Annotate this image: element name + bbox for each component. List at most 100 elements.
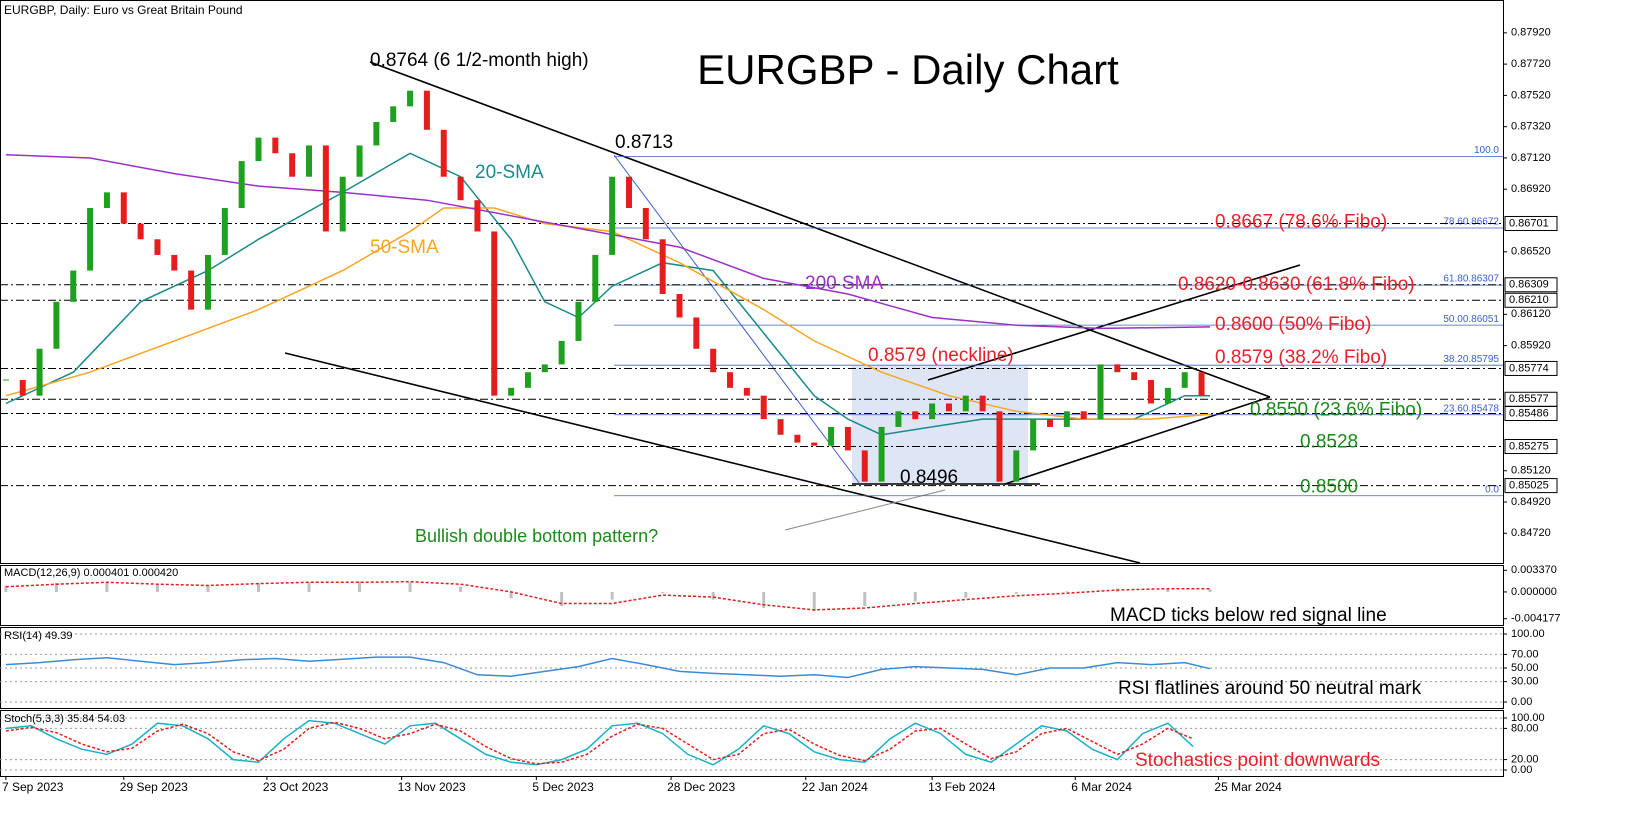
y-tick-label: 0.85120: [1511, 465, 1551, 477]
candle: [1030, 419, 1037, 451]
x-tick-label: 29 Sep 2023: [120, 780, 188, 794]
y-tick-label: -0.004177: [1511, 613, 1561, 625]
level-label: 0.86309: [1509, 279, 1549, 291]
level-note: 0.8600 (50% Fibo): [1215, 314, 1371, 335]
candle: [306, 145, 313, 177]
panel-frame: [0, 0, 1504, 564]
candle: [171, 254, 178, 271]
macd-bar: [1065, 591, 1069, 592]
annotation: Bullish double bottom pattern?: [415, 526, 658, 546]
macd-bar: [256, 582, 260, 592]
y-tick-label: 30.00: [1511, 676, 1539, 688]
candle: [1013, 450, 1020, 482]
y-tick-label: 0.87320: [1511, 121, 1551, 133]
x-tick-label: 5 Dec 2023: [532, 780, 594, 794]
candle: [962, 395, 969, 412]
candle: [19, 380, 26, 396]
panel-note: RSI flatlines around 50 neutral mark: [1118, 678, 1422, 699]
candle: [457, 176, 464, 201]
chart-title: EURGBP - Daily Chart: [697, 46, 1119, 93]
candle: [339, 176, 346, 232]
macd-bar: [358, 581, 362, 592]
y-tick-label: 100.00: [1511, 712, 1545, 724]
series-label: 20-SMA: [475, 162, 544, 183]
x-tick-label: 13 Nov 2023: [398, 780, 466, 794]
candle: [794, 434, 801, 443]
panel-label: RSI(14) 49.39: [4, 630, 72, 642]
macd-bar: [661, 591, 665, 594]
candle: [979, 395, 986, 412]
fibo-label: 23.60.85478: [1443, 403, 1499, 414]
macd-bar: [610, 591, 614, 600]
x-tick-label: 13 Feb 2024: [928, 780, 996, 794]
candle: [289, 153, 296, 177]
macd-bar: [206, 584, 210, 592]
panel-frame: [0, 565, 1504, 626]
candle: [1198, 372, 1205, 396]
annotation: 0.8713: [615, 132, 673, 153]
level-box: [1504, 215, 1558, 231]
fibo-label: 61.80.86307: [1443, 274, 1499, 285]
candle: [120, 192, 127, 224]
macd-bar: [762, 591, 766, 608]
candle: [1080, 411, 1087, 420]
macd-bar: [1208, 589, 1212, 592]
candle: [356, 145, 363, 177]
level-box: [1504, 478, 1558, 494]
level-box: [1504, 405, 1558, 421]
indicator-line: [5, 656, 1211, 679]
candle: [204, 254, 211, 310]
candle: [137, 223, 144, 240]
signal-line: [5, 580, 1210, 611]
indicator-line: [5, 721, 1194, 765]
pointer-line: [784, 489, 946, 531]
y-tick-label: 50.00: [1511, 662, 1539, 674]
y-tick-label: 0.84720: [1511, 527, 1551, 539]
y-tick-label: 0.86520: [1511, 246, 1551, 258]
candle: [878, 426, 885, 482]
macd-bar: [307, 582, 311, 592]
level-note: 0.8620-0.8630 (61.8% Fibo): [1178, 274, 1415, 295]
candle: [1046, 419, 1053, 427]
y-tick-label: 0.87720: [1511, 58, 1551, 70]
level-label: 0.85577: [1509, 393, 1549, 405]
y-tick-label: 20.00: [1511, 754, 1539, 766]
candle: [541, 364, 548, 373]
level-label: 0.85275: [1509, 440, 1549, 452]
panel-note: Stochastics point downwards: [1135, 750, 1380, 771]
y-tick-label: 0.86920: [1511, 183, 1551, 195]
trendline: [369, 61, 1271, 398]
macd-bar: [54, 582, 58, 592]
candle: [1097, 364, 1104, 420]
candle: [558, 340, 565, 365]
candle: [609, 176, 616, 255]
y-tick-label: 0.87920: [1511, 27, 1551, 39]
candle: [221, 207, 228, 255]
y-tick-label: 0.87120: [1511, 152, 1551, 164]
candle: [760, 395, 767, 420]
macd-bar: [509, 591, 513, 599]
x-tick-label: 6 Mar 2024: [1071, 780, 1132, 794]
candle: [53, 301, 60, 349]
level-box: [1504, 360, 1558, 376]
y-tick-label: 0.84920: [1511, 496, 1551, 508]
y-tick-label: 80.00: [1511, 722, 1539, 734]
candle: [1181, 372, 1188, 388]
candle: [895, 411, 902, 427]
level-label: 0.85774: [1509, 362, 1549, 374]
y-tick-label: 0.86120: [1511, 308, 1551, 320]
candle: [693, 317, 700, 349]
candle: [390, 106, 397, 122]
panel-label: Stoch(5,3,3) 35.84 54.03: [4, 713, 125, 725]
candle: [1164, 387, 1171, 404]
level-box: [1504, 438, 1558, 454]
candle: [440, 129, 447, 177]
annotation: 0.8764 (6 1/2-month high): [370, 50, 589, 71]
trendline: [927, 264, 1301, 381]
x-tick-label: 23 Oct 2023: [263, 780, 329, 794]
y-tick-label: 0.003370: [1511, 564, 1557, 576]
x-tick-label: 25 Mar 2024: [1214, 780, 1282, 794]
level-label: 0.85025: [1509, 479, 1549, 491]
macd-bar: [459, 586, 463, 592]
macd-bar: [4, 585, 8, 592]
